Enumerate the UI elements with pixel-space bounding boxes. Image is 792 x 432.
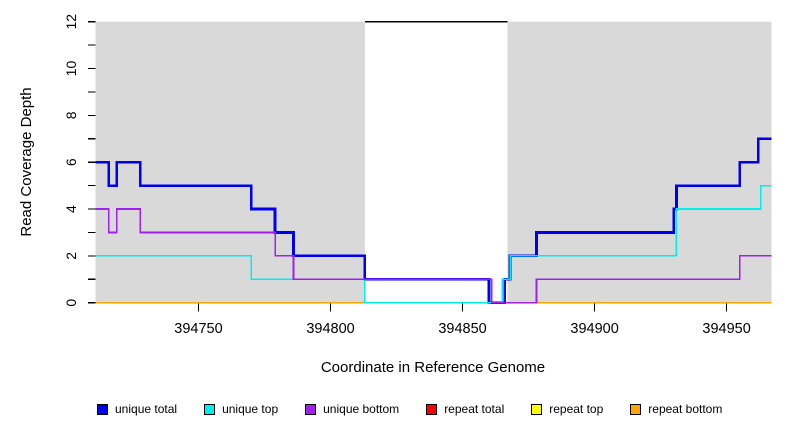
legend-swatch-icon — [97, 403, 108, 415]
legend-label: unique total — [115, 402, 178, 416]
x-tick-label: 394750 — [174, 321, 222, 337]
y-tick-label: 12 — [63, 14, 79, 30]
x-tick-label: 394850 — [438, 321, 486, 337]
x-tick-label: 394800 — [306, 321, 354, 337]
legend-swatch-icon — [426, 403, 438, 415]
legend-label: unique bottom — [323, 402, 400, 416]
legend-item-unique-top: unique top — [204, 403, 278, 415]
legend-label: repeat total — [444, 402, 505, 416]
series-layer — [95, 137, 772, 305]
series-line-unique-top — [95, 184, 772, 304]
axis-layer: 0 2 4 6 8 10 12 394750 394800 394850 394900 394950 — [63, 14, 751, 337]
series-line-unique-total — [95, 137, 772, 305]
legend-item-repeat-bottom: repeat bottom — [630, 403, 722, 415]
legend-label: repeat top — [549, 402, 604, 416]
legend-swatch-icon — [630, 403, 642, 415]
legend-item-repeat-top: repeat top — [531, 403, 603, 415]
legend-item-unique-total: unique total — [97, 403, 177, 415]
x-tick-label: 394950 — [702, 321, 750, 337]
chart-background-layer — [95, 21, 772, 303]
y-tick-label: 6 — [63, 158, 79, 166]
y-tick-label: 0 — [63, 299, 79, 307]
legend-item-unique-bottom: unique bottom — [305, 403, 399, 415]
legend-label: repeat bottom — [648, 402, 723, 416]
y-tick-label: 10 — [63, 61, 79, 77]
y-axis-title: Read Coverage Depth — [18, 87, 35, 236]
legend-swatch-icon — [531, 403, 543, 415]
legend-item-repeat-total: repeat total — [426, 403, 504, 415]
y-tick-label: 8 — [63, 111, 79, 119]
y-tick-label: 2 — [63, 252, 79, 260]
legend-swatch-icon — [204, 403, 216, 415]
y-tick-label: 4 — [63, 205, 79, 213]
legend-label: unique top — [222, 402, 279, 416]
x-axis-title: Coordinate in Reference Genome — [321, 359, 545, 376]
legend-swatch-icon — [305, 403, 317, 415]
shaded-region — [507, 21, 772, 303]
series-line-unique-bottom — [95, 208, 772, 304]
chart-legend: unique total unique top unique bottom repea… — [97, 399, 722, 419]
x-tick-label: 394900 — [570, 321, 618, 337]
